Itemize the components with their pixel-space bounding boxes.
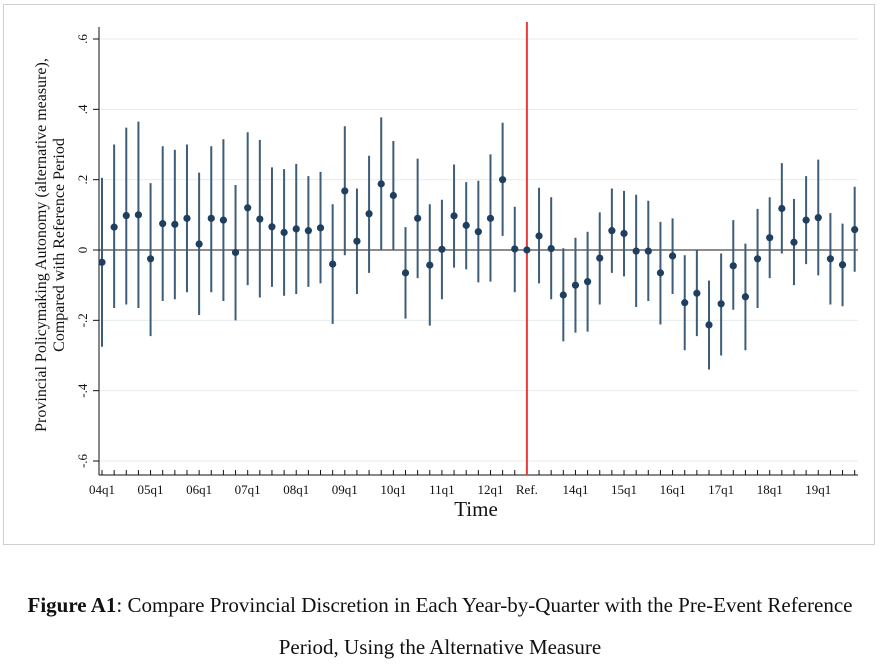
point-estimate [414,214,422,222]
x-tick-label: 14q1 [562,482,588,497]
point-estimate [195,240,203,248]
point-estimate [341,187,349,195]
point-estimate [98,258,106,266]
point-estimate [159,220,167,228]
point-estimate [826,255,835,263]
y-tick-label: .2 [75,175,90,185]
point-estimate [110,223,118,231]
point-estimate [644,247,652,255]
point-estimate [292,225,300,233]
y-axis-title-line-2: Compared with Reference Period [51,138,68,352]
y-tick-label: -.6 [75,453,90,468]
point-estimate [316,224,325,232]
point-estimate [244,204,252,212]
point-estimate [559,291,567,299]
point-estimate [668,252,677,260]
point-estimate [438,245,446,253]
point-estimate [401,269,410,277]
y-axis-title-line-1: Provincial Policymaking Autonomy (altern… [33,58,50,432]
point-estimate [681,299,689,307]
y-tick-label: -.4 [75,383,90,398]
x-tick-label: 11q1 [429,482,455,497]
caption-label: Figure A1 [27,593,117,617]
point-estimate [280,228,288,237]
point-estimate [486,214,495,222]
x-tick-label: 12q1 [477,482,503,497]
x-tick-label: 04q1 [89,482,115,497]
point-estimate [705,321,713,329]
point-estimates [98,176,859,329]
point-estimate [693,289,701,297]
point-estimate [134,211,143,219]
figure-caption: Figure A1: Compare Provincial Discretion… [0,584,880,668]
point-estimate [304,227,312,235]
point-estimate [717,300,725,308]
point-estimate [474,228,482,236]
point-estimate [851,226,859,234]
caption-text: : Compare Provincial Discretion in Each … [116,593,853,659]
point-estimate [219,216,227,224]
x-tick-label: 15q1 [611,482,637,497]
point-estimate [171,220,179,228]
point-estimate [426,261,434,269]
y-tick-label: .6 [75,34,90,44]
point-estimate [499,176,507,184]
point-estimate [729,262,737,270]
gridlines [99,38,858,462]
point-estimate [814,214,822,222]
x-tick-label: 07q1 [235,482,261,497]
tick-labels: -.6 -.4 -.2 0 .2 .4 .6 04q1 05q1 06q1 07q1 08q1 09q1… [75,34,831,497]
point-estimate [547,244,555,253]
x-tick-label: 08q1 [283,482,309,497]
y-tick-label: .4 [75,104,90,114]
point-estimate [523,246,531,254]
point-estimate [632,247,640,255]
point-estimate [365,210,373,218]
figure-frame: -.6 -.4 -.2 0 .2 .4 .6 04q1 05q1 06q1 07q1 08q1 09q1… [3,4,875,545]
x-tick-label: 10q1 [380,482,406,497]
point-estimate [656,269,665,277]
point-estimate [584,278,592,286]
point-estimate [268,223,276,231]
point-estimate [741,293,750,301]
x-tick-label: 16q1 [660,482,686,497]
point-estimate [802,216,810,224]
point-estimate [183,214,191,222]
point-estimate [571,281,580,289]
point-estimate [753,255,762,263]
point-estimate [231,248,240,257]
point-estimate [790,238,798,246]
confidence-intervals [101,117,856,370]
y-tick-label: -.2 [75,313,90,327]
point-estimate [511,245,519,253]
x-tick-label: 06q1 [186,482,212,497]
point-estimate [608,227,616,235]
y-tick-label: 0 [75,247,90,254]
point-estimate [389,191,397,200]
point-estimate [766,234,774,242]
point-estimate [778,204,786,213]
x-tick-label: 05q1 [138,482,164,497]
axes [93,27,858,476]
point-estimate [353,237,361,245]
x-tick-label: 19q1 [805,482,831,497]
point-estimate [122,211,130,220]
x-axis-title: Time [454,497,498,521]
x-tick-label: 17q1 [708,482,734,497]
point-estimate [146,255,155,263]
point-estimate [535,232,543,240]
point-estimate [377,180,385,188]
point-estimate [207,214,215,222]
point-estimate [329,260,337,268]
point-estimate [620,229,628,238]
x-tick-label: 09q1 [332,482,358,497]
chart: -.6 -.4 -.2 0 .2 .4 .6 04q1 05q1 06q1 07q1 08q1 09q1… [33,22,859,521]
x-tick-label: 18q1 [757,482,783,497]
point-estimate [838,261,847,269]
point-estimate [256,215,264,223]
point-estimate [462,221,470,229]
point-estimate [596,254,604,262]
x-tick-label: Ref. [516,482,538,497]
point-estimate [450,212,458,220]
